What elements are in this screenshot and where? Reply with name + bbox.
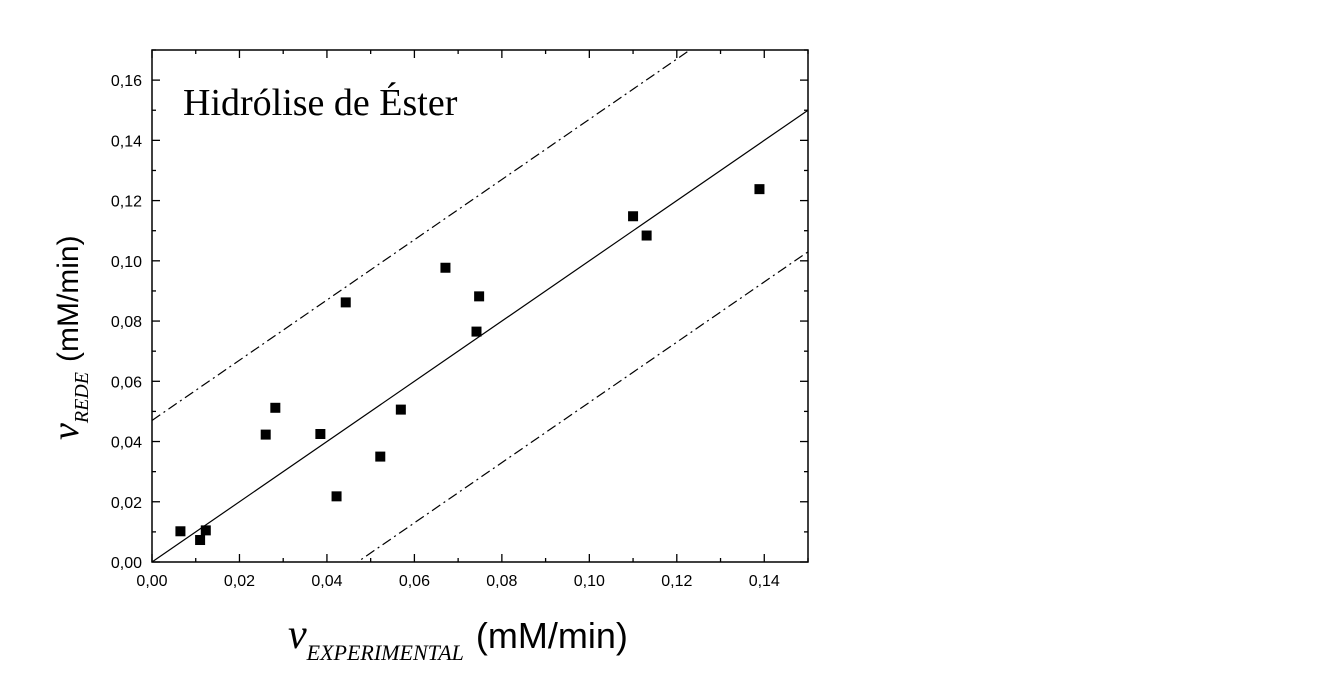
x-tick-label: 0,10 — [574, 573, 605, 590]
x-tick-label: 0,04 — [311, 573, 342, 590]
y-tick-label: 0,12 — [111, 194, 142, 211]
data-point — [315, 429, 326, 439]
x-tick-label: 0,08 — [486, 573, 517, 590]
chart-title: Hidrólise de Éster — [183, 82, 458, 124]
tolerance-line-2 — [356, 251, 808, 562]
data-points — [175, 184, 765, 546]
y-tick-label: 0,16 — [111, 73, 142, 90]
plot-frame — [151, 49, 809, 563]
tolerance-line-1 — [152, 50, 691, 421]
y-tick-label: 0,14 — [111, 133, 142, 150]
x-axis-label: vEXPERIMENTAL (mM/min) — [288, 612, 628, 665]
data-point — [260, 429, 271, 440]
data-point — [754, 184, 765, 195]
y-axis-subscript: REDE — [71, 372, 93, 424]
y-tick-label: 0,00 — [111, 555, 142, 572]
data-point — [471, 326, 482, 337]
x-axis: 0,00 0,02 0,04 0,06 0,08 0,10 0,12 0,14 — [136, 50, 809, 590]
data-point — [200, 525, 211, 536]
data-point — [195, 535, 206, 546]
y-tick-label: 0,10 — [111, 254, 142, 271]
x-tick-label: 0,14 — [749, 573, 780, 590]
x-tick-label: 0,12 — [661, 573, 692, 590]
y-axis: 0,00 0,02 0,04 0,06 0,08 0,10 0,12 0,14 0,16 — [111, 49, 808, 572]
y-tick-label: 0,08 — [111, 314, 142, 331]
x-axis-symbol: v — [288, 612, 307, 658]
x-axis-subscript: EXPERIMENTAL — [306, 640, 464, 665]
data-point — [340, 297, 351, 308]
data-point — [175, 526, 186, 537]
data-point — [395, 404, 406, 415]
x-tick-label: 0,00 — [136, 573, 167, 590]
y-tick-label: 0,02 — [111, 495, 142, 512]
data-point — [375, 451, 386, 462]
y-axis-label: vREDE (mM/min) — [45, 235, 93, 440]
y-tick-label: 0,06 — [111, 374, 142, 391]
x-axis-unit: (mM/min) — [476, 615, 628, 656]
data-point — [270, 402, 281, 413]
data-point — [474, 291, 485, 302]
data-point — [628, 211, 639, 222]
x-tick-label: 0,02 — [224, 573, 255, 590]
x-tick-label: 0,06 — [399, 573, 430, 590]
data-point — [641, 230, 652, 241]
data-point — [440, 262, 451, 273]
data-point — [331, 491, 342, 502]
y-axis-symbol: v — [45, 423, 87, 440]
y-axis-unit: (mM/min) — [52, 235, 85, 362]
y-tick-label: 0,04 — [111, 435, 142, 452]
